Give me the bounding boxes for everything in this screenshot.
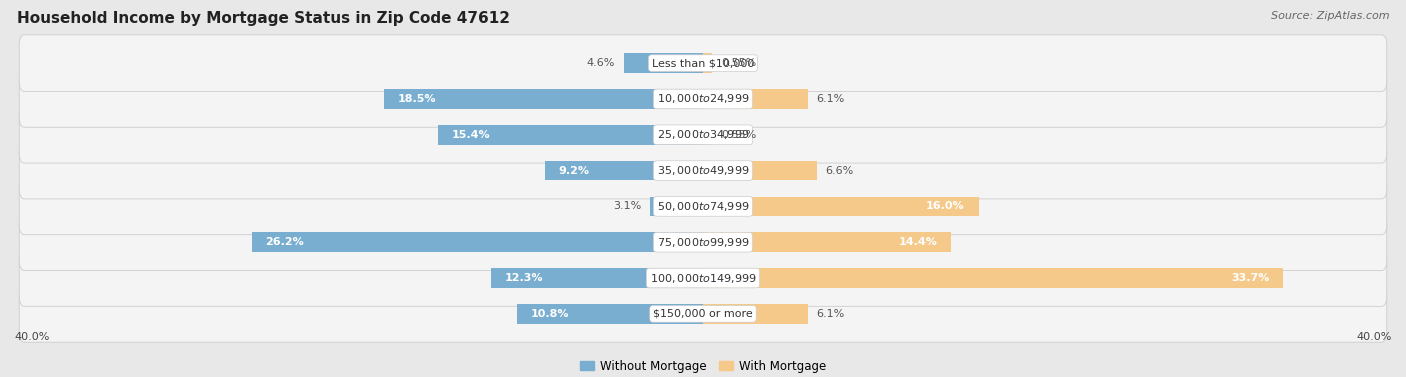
Bar: [703, 89, 808, 109]
Text: $35,000 to $49,999: $35,000 to $49,999: [657, 164, 749, 177]
Bar: [703, 304, 808, 324]
Text: 6.6%: 6.6%: [825, 166, 853, 176]
Bar: [624, 53, 703, 73]
FancyBboxPatch shape: [20, 70, 1386, 127]
Text: 18.5%: 18.5%: [398, 94, 437, 104]
FancyBboxPatch shape: [20, 250, 1386, 307]
Text: 26.2%: 26.2%: [266, 237, 304, 247]
Bar: [650, 196, 703, 216]
FancyBboxPatch shape: [20, 178, 1386, 235]
Text: 12.3%: 12.3%: [505, 273, 544, 283]
Bar: [517, 304, 703, 324]
Text: Household Income by Mortgage Status in Zip Code 47612: Household Income by Mortgage Status in Z…: [17, 11, 510, 26]
FancyBboxPatch shape: [20, 106, 1386, 163]
Text: 3.1%: 3.1%: [613, 201, 641, 211]
FancyBboxPatch shape: [20, 285, 1386, 342]
Legend: Without Mortgage, With Mortgage: Without Mortgage, With Mortgage: [575, 355, 831, 377]
Bar: [384, 89, 703, 109]
Bar: [703, 268, 1284, 288]
Bar: [703, 196, 979, 216]
Text: 15.4%: 15.4%: [451, 130, 491, 140]
Text: Less than $10,000: Less than $10,000: [652, 58, 754, 68]
Text: 40.0%: 40.0%: [1357, 333, 1392, 342]
Text: 40.0%: 40.0%: [14, 333, 49, 342]
FancyBboxPatch shape: [20, 214, 1386, 271]
Text: Source: ZipAtlas.com: Source: ZipAtlas.com: [1271, 11, 1389, 21]
Text: $75,000 to $99,999: $75,000 to $99,999: [657, 236, 749, 249]
Text: $100,000 to $149,999: $100,000 to $149,999: [650, 271, 756, 285]
Bar: [544, 161, 703, 181]
Text: 0.55%: 0.55%: [721, 130, 756, 140]
Bar: [491, 268, 703, 288]
Bar: [252, 232, 703, 252]
Bar: [703, 161, 817, 181]
FancyBboxPatch shape: [20, 35, 1386, 92]
Text: $150,000 or more: $150,000 or more: [654, 309, 752, 319]
Text: $25,000 to $34,999: $25,000 to $34,999: [657, 128, 749, 141]
Bar: [703, 232, 950, 252]
Text: 9.2%: 9.2%: [558, 166, 589, 176]
Text: 4.6%: 4.6%: [586, 58, 616, 68]
Text: 16.0%: 16.0%: [927, 201, 965, 211]
Text: 10.8%: 10.8%: [531, 309, 569, 319]
Text: 33.7%: 33.7%: [1232, 273, 1270, 283]
Text: 14.4%: 14.4%: [898, 237, 938, 247]
Bar: [703, 53, 713, 73]
Bar: [703, 125, 713, 145]
Text: $10,000 to $24,999: $10,000 to $24,999: [657, 92, 749, 106]
Text: 6.1%: 6.1%: [817, 94, 845, 104]
Text: 0.55%: 0.55%: [721, 58, 756, 68]
Bar: [437, 125, 703, 145]
Text: 6.1%: 6.1%: [817, 309, 845, 319]
FancyBboxPatch shape: [20, 142, 1386, 199]
Text: $50,000 to $74,999: $50,000 to $74,999: [657, 200, 749, 213]
